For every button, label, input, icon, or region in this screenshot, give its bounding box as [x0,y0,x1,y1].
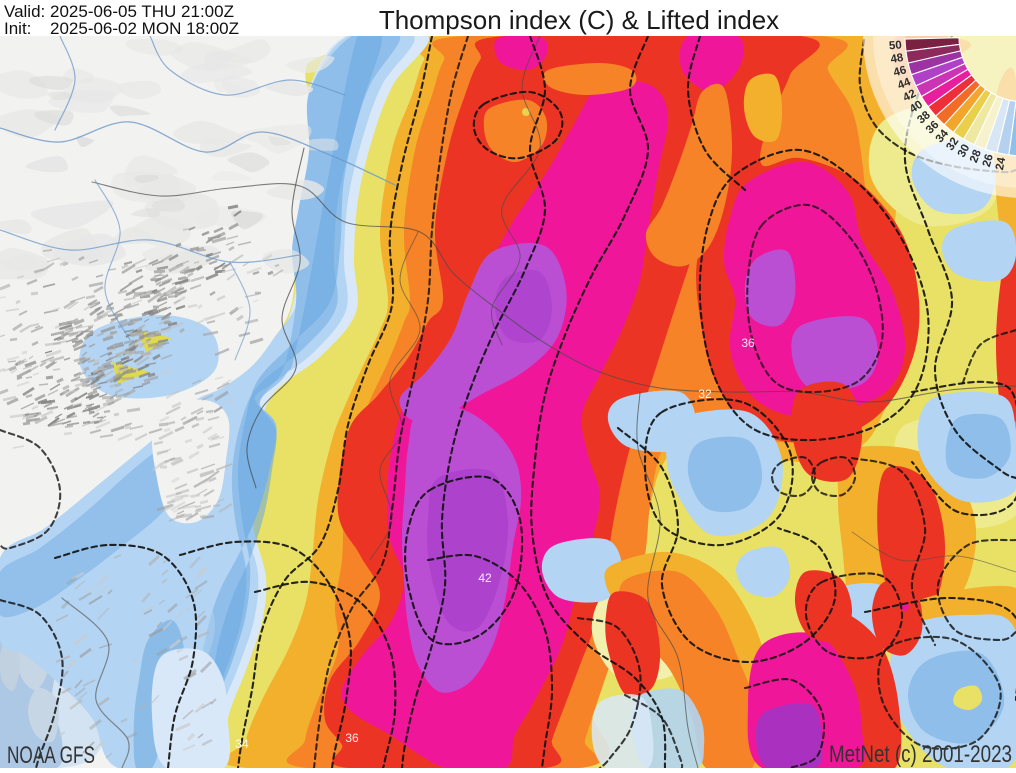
svg-text:28: 28 [968,148,984,165]
svg-text:Init:: Init: [4,19,31,38]
svg-text:44: 44 [896,76,913,92]
svg-text:42: 42 [478,571,492,585]
svg-text:24: 24 [994,156,1008,171]
svg-text:46: 46 [892,64,908,79]
svg-text:26: 26 [981,153,996,169]
svg-text:48: 48 [890,52,905,66]
svg-text:2025-06-05 THU 21:00Z: 2025-06-05 THU 21:00Z [50,2,234,21]
svg-text:42: 42 [901,88,918,105]
svg-text:36: 36 [345,731,359,745]
svg-text:36: 36 [741,336,755,350]
svg-text:32: 32 [698,387,712,401]
svg-text:30: 30 [956,142,973,159]
svg-text:Thompson index (C) & Lifted in: Thompson index (C) & Lifted index [379,5,779,35]
svg-text:40: 40 [908,99,925,116]
svg-text:Valid:: Valid: [4,2,45,21]
svg-text:50: 50 [889,39,903,52]
svg-text:32: 32 [944,136,961,153]
svg-text:NOAA GFS: NOAA GFS [7,742,95,768]
svg-text:34: 34 [235,737,249,751]
svg-text:2025-06-02 MON 18:00Z: 2025-06-02 MON 18:00Z [50,19,239,38]
svg-text:MetNet (c) 2001-2023: MetNet (c) 2001-2023 [829,741,1012,768]
